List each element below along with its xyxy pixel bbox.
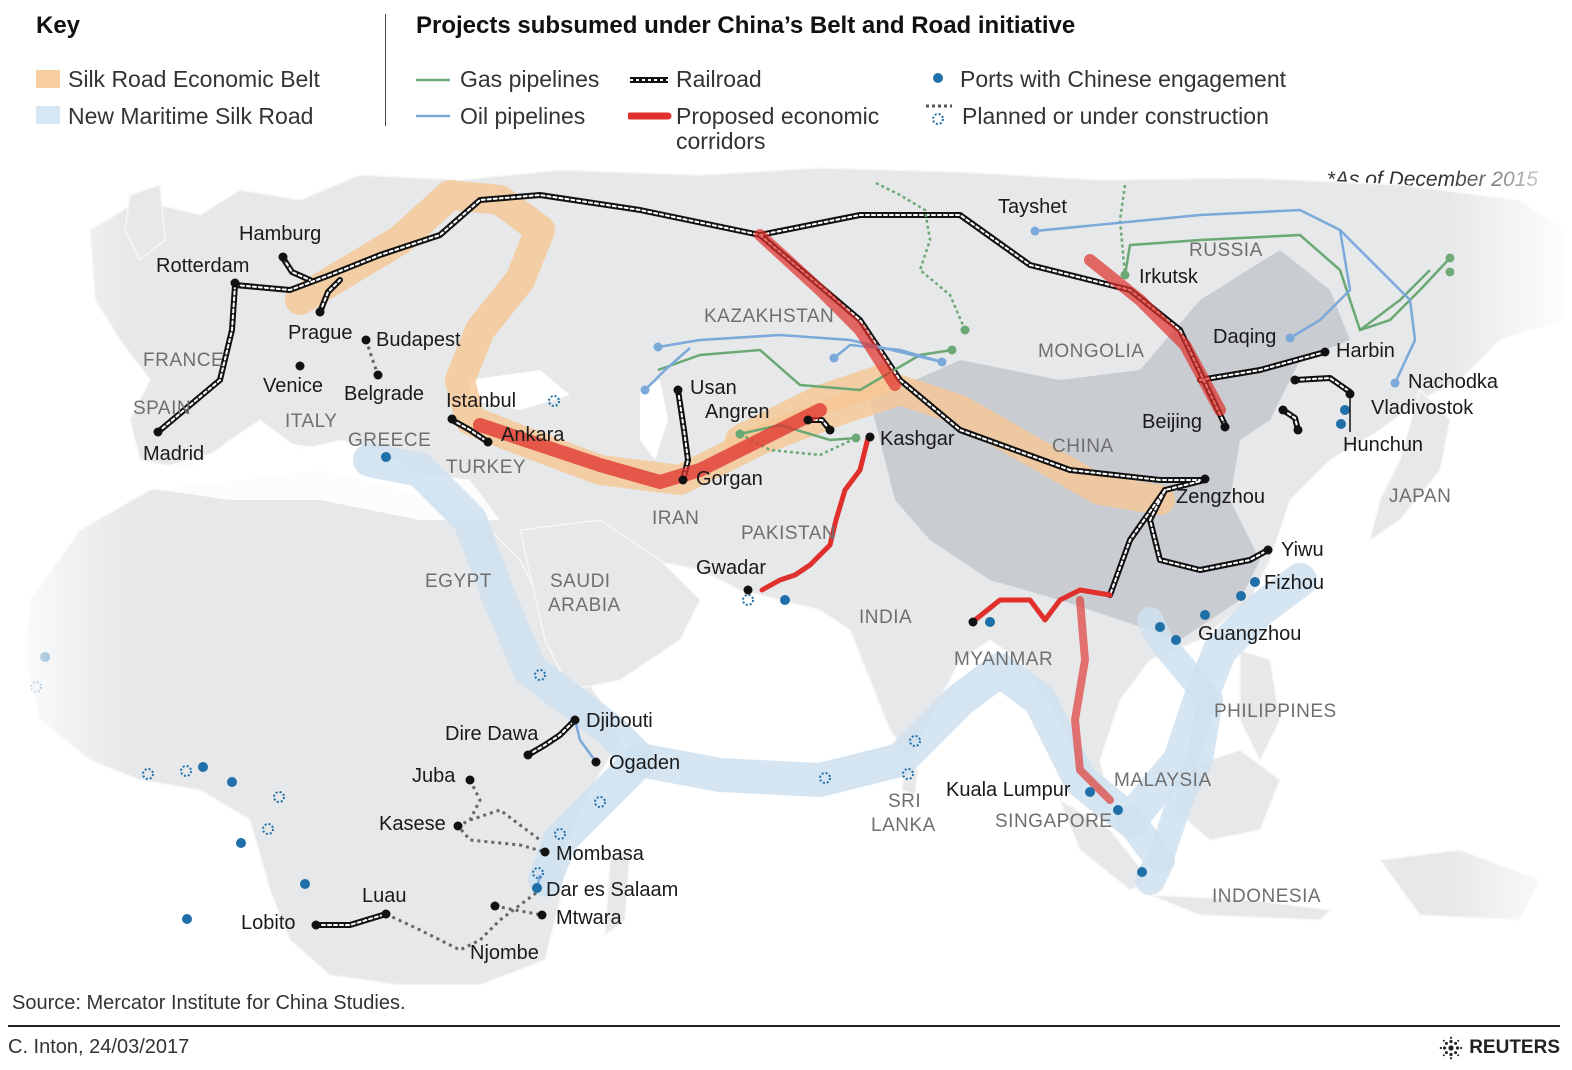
label-hamburg: Hamburg xyxy=(239,223,321,245)
label-kashgar: Kashgar xyxy=(880,428,955,450)
label-nachodka: Nachodka xyxy=(1408,371,1499,393)
label-usan: Usan xyxy=(690,377,737,399)
gas-pipelines-label: Gas pipelines xyxy=(460,66,600,92)
label-dire-dawa: Dire Dawa xyxy=(445,723,539,745)
source-note: Source: Mercator Institute for China Stu… xyxy=(12,992,406,1014)
label-mtwara: Mtwara xyxy=(556,907,622,929)
label-arabia: ARABIA xyxy=(548,595,621,616)
planned-port-icon xyxy=(932,113,944,125)
label-ankara: Ankara xyxy=(501,424,565,446)
label-zengzhou: Zengzhou xyxy=(1176,486,1265,508)
planned-label: Planned or under construction xyxy=(962,103,1269,129)
label-lanka: LANKA xyxy=(871,815,936,836)
legend-line-icons-left xyxy=(416,78,450,118)
label-spain: SPAIN xyxy=(133,398,191,419)
legend-line-icons-mid xyxy=(628,77,672,120)
corridor-label-line1: Proposed economic xyxy=(676,103,880,129)
label-kuala-lumpur: Kuala Lumpur xyxy=(946,779,1071,801)
label-indonesia: INDONESIA xyxy=(1212,886,1321,907)
label-juba: Juba xyxy=(412,765,456,787)
label-vladivostok: Vladivostok xyxy=(1371,397,1474,419)
label-rotterdam: Rotterdam xyxy=(156,255,249,277)
label-hunchun: Hunchun xyxy=(1343,434,1423,456)
label-tayshet: Tayshet xyxy=(998,196,1067,218)
country-labels: FRANCE SPAIN ITALY GREECE TURKEY KAZAKHS… xyxy=(133,240,1451,907)
label-lobito: Lobito xyxy=(241,912,296,934)
label-france: FRANCE xyxy=(143,350,224,371)
label-japan: JAPAN xyxy=(1389,486,1451,507)
label-guangzhou: Guangzhou xyxy=(1198,623,1301,645)
label-myanmar: MYANMAR xyxy=(954,649,1053,670)
label-sri: SRI xyxy=(888,791,921,812)
corridor-label-line2: corridors xyxy=(676,128,766,154)
label-irkutsk: Irkutsk xyxy=(1139,266,1199,288)
label-kazakhstan: KAZAKHSTAN xyxy=(704,306,834,327)
label-malaysia: MALAYSIA xyxy=(1114,770,1212,791)
maritime-silk-road-swatch xyxy=(36,106,60,124)
silk-road-belt-swatch xyxy=(36,70,60,88)
city-labels: Hamburg Rotterdam Prague Budapest Venice… xyxy=(143,196,1499,964)
label-venice: Venice xyxy=(263,375,323,397)
label-belgrade: Belgrade xyxy=(344,383,424,405)
label-angren: Angren xyxy=(705,401,770,423)
legend-title: Projects subsumed under China’s Belt and… xyxy=(416,12,1076,39)
label-russia: RUSSIA xyxy=(1189,240,1263,261)
label-singapore: SINGAPORE xyxy=(995,811,1112,832)
label-luau: Luau xyxy=(362,885,407,907)
reuters-logo-icon xyxy=(1439,1036,1463,1060)
footer-rule xyxy=(8,1025,1560,1027)
label-turkey: TURKEY xyxy=(446,457,526,478)
reuters-brand: REUTERS xyxy=(1439,1036,1560,1060)
credit-line: C. Inton, 24/03/2017 xyxy=(8,1036,190,1058)
label-budapest: Budapest xyxy=(376,329,461,351)
legend-line-icons-right xyxy=(926,73,952,125)
label-egypt: EGYPT xyxy=(425,571,492,592)
label-njombe: Njombe xyxy=(470,942,539,964)
ports-label: Ports with Chinese engagement xyxy=(960,66,1287,92)
label-italy: ITALY xyxy=(285,411,337,432)
label-iran: IRAN xyxy=(652,508,699,529)
label-gwadar: Gwadar xyxy=(696,557,766,579)
label-philippines: PHILIPPINES xyxy=(1214,701,1337,722)
label-india: INDIA xyxy=(859,607,912,628)
label-kasese: Kasese xyxy=(379,813,446,835)
label-yiwu: Yiwu xyxy=(1281,539,1324,561)
label-saudi: SAUDI xyxy=(550,571,611,592)
label-greece: GREECE xyxy=(348,430,431,451)
legend-divider xyxy=(385,14,386,126)
oil-pipelines-label: Oil pipelines xyxy=(460,103,586,129)
edge-fade xyxy=(0,160,1572,985)
label-mongolia: MONGOLIA xyxy=(1038,341,1144,362)
maritime-silk-road-label: New Maritime Silk Road xyxy=(68,103,314,129)
label-beijing: Beijing xyxy=(1142,411,1202,433)
label-madrid: Madrid xyxy=(143,443,204,465)
label-istanbul: Istanbul xyxy=(446,390,516,412)
railroad-label: Railroad xyxy=(676,66,762,92)
label-prague: Prague xyxy=(288,322,353,344)
label-china: CHINA xyxy=(1052,436,1114,457)
label-ogaden: Ogaden xyxy=(609,752,680,774)
port-icon xyxy=(933,73,943,83)
label-gorgan: Gorgan xyxy=(696,468,763,490)
label-daqing: Daqing xyxy=(1213,326,1276,348)
label-mombasa: Mombasa xyxy=(556,843,645,865)
key-title: Key xyxy=(36,12,81,39)
reuters-wordmark: REUTERS xyxy=(1469,1037,1560,1058)
label-fizhou: Fizhou xyxy=(1264,572,1324,594)
label-dar-es-salaam: Dar es Salaam xyxy=(546,879,678,901)
silk-road-belt-label: Silk Road Economic Belt xyxy=(68,66,320,92)
label-djibouti: Djibouti xyxy=(586,710,653,732)
belt-and-road-map: FRANCE SPAIN ITALY GREECE TURKEY KAZAKHS… xyxy=(0,160,1572,985)
label-pakistan: PAKISTAN xyxy=(741,523,836,544)
label-harbin: Harbin xyxy=(1336,340,1395,362)
